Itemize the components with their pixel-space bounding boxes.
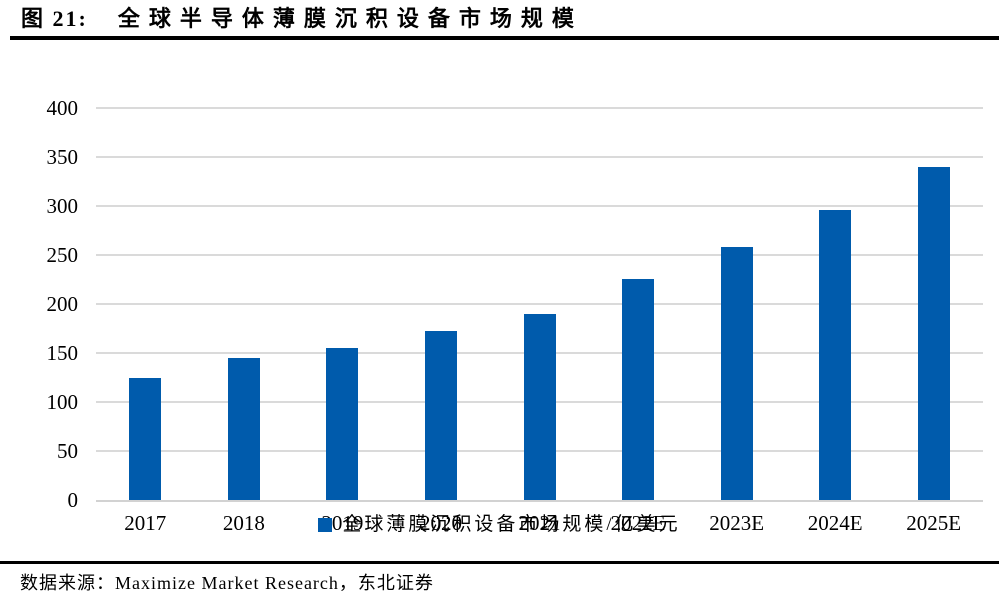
market-size-bar-chart: 0 50 100 150 200 250 300 350 400 2017 2018 2019 202…: [0, 40, 999, 535]
figure-header: 图 21: 全球半导体薄膜沉积设备市场规模: [21, 5, 583, 33]
y-tick-label: 0: [67, 488, 79, 512]
x-tick-label: 2022E: [610, 511, 666, 535]
chart-legend: 全球薄膜沉积设备市场规模/亿美元: [0, 513, 999, 537]
legend-label: 全球薄膜沉积设备市场规模/亿美元: [342, 514, 681, 535]
x-axis: 2017 2018 2019 2020 2021 2022E 2023E 2024E 2025E: [96, 508, 983, 538]
y-tick-label: 150: [46, 341, 79, 365]
gridline: [96, 205, 983, 207]
x-tick-label: 2025E: [906, 511, 962, 535]
x-tick-label: 2017: [124, 511, 167, 535]
bar-2021: [523, 313, 556, 500]
x-tick-label: 2020: [419, 511, 462, 535]
x-tick-label: 2018: [222, 511, 265, 535]
y-tick-label: 250: [46, 243, 79, 267]
x-tick-label: 2021: [518, 511, 561, 535]
bar-2022E: [622, 278, 655, 500]
gridline: [96, 254, 983, 256]
x-tick-label: 2024E: [807, 511, 863, 535]
bar-2020: [424, 331, 457, 500]
y-tick-label: 100: [46, 390, 79, 414]
y-tick-label: 50: [57, 439, 78, 463]
gridline: [96, 303, 983, 305]
gridline: [96, 156, 983, 158]
bar-2017: [129, 377, 162, 500]
y-tick-label: 400: [46, 96, 79, 120]
y-tick-label: 350: [46, 145, 79, 169]
bar-2018: [227, 357, 260, 500]
figure-title: 全球半导体薄膜沉积设备市场规模: [117, 6, 583, 31]
y-tick-label: 300: [46, 194, 79, 218]
bar-2023E: [720, 247, 753, 500]
data-source: 数据来源：Maximize Market Research，东北证券: [20, 573, 434, 593]
title-divider: [10, 36, 999, 40]
footer-divider: [0, 561, 999, 564]
plot-area: [96, 107, 983, 502]
bar-2025E: [917, 166, 950, 500]
legend-swatch-icon: [318, 518, 333, 532]
y-axis: 0 50 100 150 200 250 300 350 400: [0, 97, 79, 511]
figure-number: 图 21:: [21, 6, 88, 31]
bar-2024E: [819, 209, 852, 500]
bar-2019: [326, 348, 359, 500]
x-tick-label: 2023E: [709, 511, 765, 535]
y-tick-label: 200: [46, 292, 79, 316]
gridline: [96, 107, 983, 109]
